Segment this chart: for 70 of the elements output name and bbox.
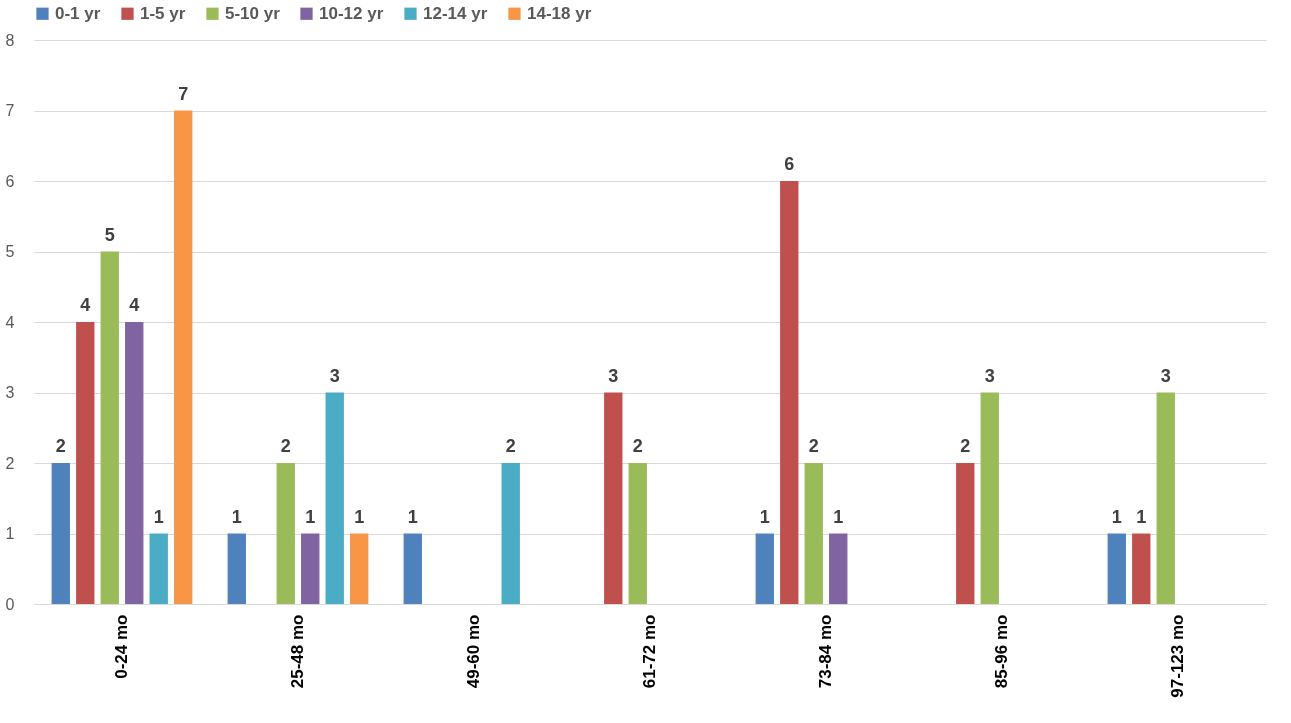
bar [301, 533, 320, 604]
data-label: 1 [305, 506, 316, 527]
legend-label: 5-10 yr [225, 3, 281, 23]
data-label: 1 [1136, 506, 1147, 527]
data-label: 7 [178, 83, 189, 104]
bar [604, 392, 623, 604]
x-tick-label: 73-84 mo [816, 614, 835, 689]
data-label: 3 [984, 365, 995, 386]
y-tick-label: 7 [5, 102, 15, 119]
y-tick-label: 3 [5, 384, 15, 401]
bar [1132, 533, 1151, 604]
x-tick-label: 97-123 mo [1168, 614, 1187, 698]
x-tick-label: 25-48 mo [288, 614, 307, 689]
bar [125, 322, 144, 604]
bar [276, 463, 295, 604]
bar [149, 533, 168, 604]
x-tick-label: 0-24 mo [112, 614, 131, 679]
data-label: 2 [55, 436, 66, 456]
y-tick-label: 8 [5, 31, 15, 49]
bar [755, 533, 774, 604]
bar [350, 533, 369, 604]
bar [1156, 392, 1175, 604]
data-label: 1 [759, 506, 770, 527]
legend-label: 0-1 yr [55, 3, 101, 23]
data-label: 1 [407, 506, 418, 527]
x-tick-label: 61-72 mo [640, 614, 659, 689]
data-label: 2 [960, 436, 971, 456]
legend-label: 12-14 yr [423, 3, 488, 23]
bar [956, 463, 975, 604]
bar [100, 251, 119, 604]
bar [628, 463, 647, 604]
bar [501, 463, 520, 604]
y-tick-label: 6 [5, 172, 15, 190]
bar [227, 533, 246, 604]
bar [51, 463, 70, 604]
data-label: 1 [153, 506, 164, 527]
data-label: 3 [329, 365, 340, 386]
data-label: 2 [808, 436, 819, 456]
y-tick-label: 5 [5, 243, 15, 260]
data-label: 1 [231, 506, 242, 527]
bar [980, 392, 999, 604]
bar [804, 463, 823, 604]
x-tick-label: 85-96 mo [992, 614, 1011, 689]
bar [1107, 533, 1126, 604]
y-tick-label: 2 [5, 454, 15, 472]
data-label: 3 [608, 365, 619, 386]
legend-label: 1-5 yr [140, 3, 186, 23]
legend-label: 10-12 yr [319, 3, 384, 23]
data-label: 2 [632, 436, 643, 456]
bar [403, 533, 422, 604]
legend-label: 14-18 yr [527, 3, 592, 23]
bar [76, 322, 95, 604]
bar [174, 110, 193, 604]
data-label: 6 [784, 154, 795, 174]
data-label: 5 [104, 224, 115, 245]
bar [780, 181, 799, 604]
y-tick-label: 4 [5, 313, 15, 331]
data-label: 4 [80, 295, 91, 315]
data-label: 3 [1160, 365, 1171, 386]
data-label: 1 [1111, 506, 1122, 527]
x-tick-label: 49-60 mo [464, 614, 483, 689]
y-tick-label: 1 [5, 525, 15, 542]
y-tick-label: 0 [5, 595, 15, 613]
data-label: 4 [129, 295, 140, 315]
data-label: 1 [354, 506, 365, 527]
bar [325, 392, 344, 604]
data-label: 2 [505, 436, 516, 456]
data-label: 2 [280, 436, 291, 456]
bar [829, 533, 848, 604]
data-label: 1 [833, 506, 844, 527]
